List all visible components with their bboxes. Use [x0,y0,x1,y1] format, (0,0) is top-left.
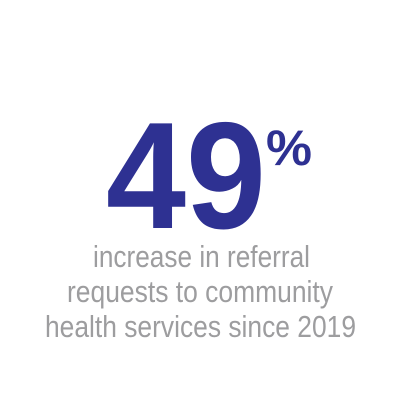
stat-value: 49 [106,91,266,261]
caption-line: health services since 2019 [45,309,356,344]
caption-line: increase in referral [93,239,310,274]
caption-line: requests to community [67,274,333,309]
stat-unit: % [266,120,312,176]
